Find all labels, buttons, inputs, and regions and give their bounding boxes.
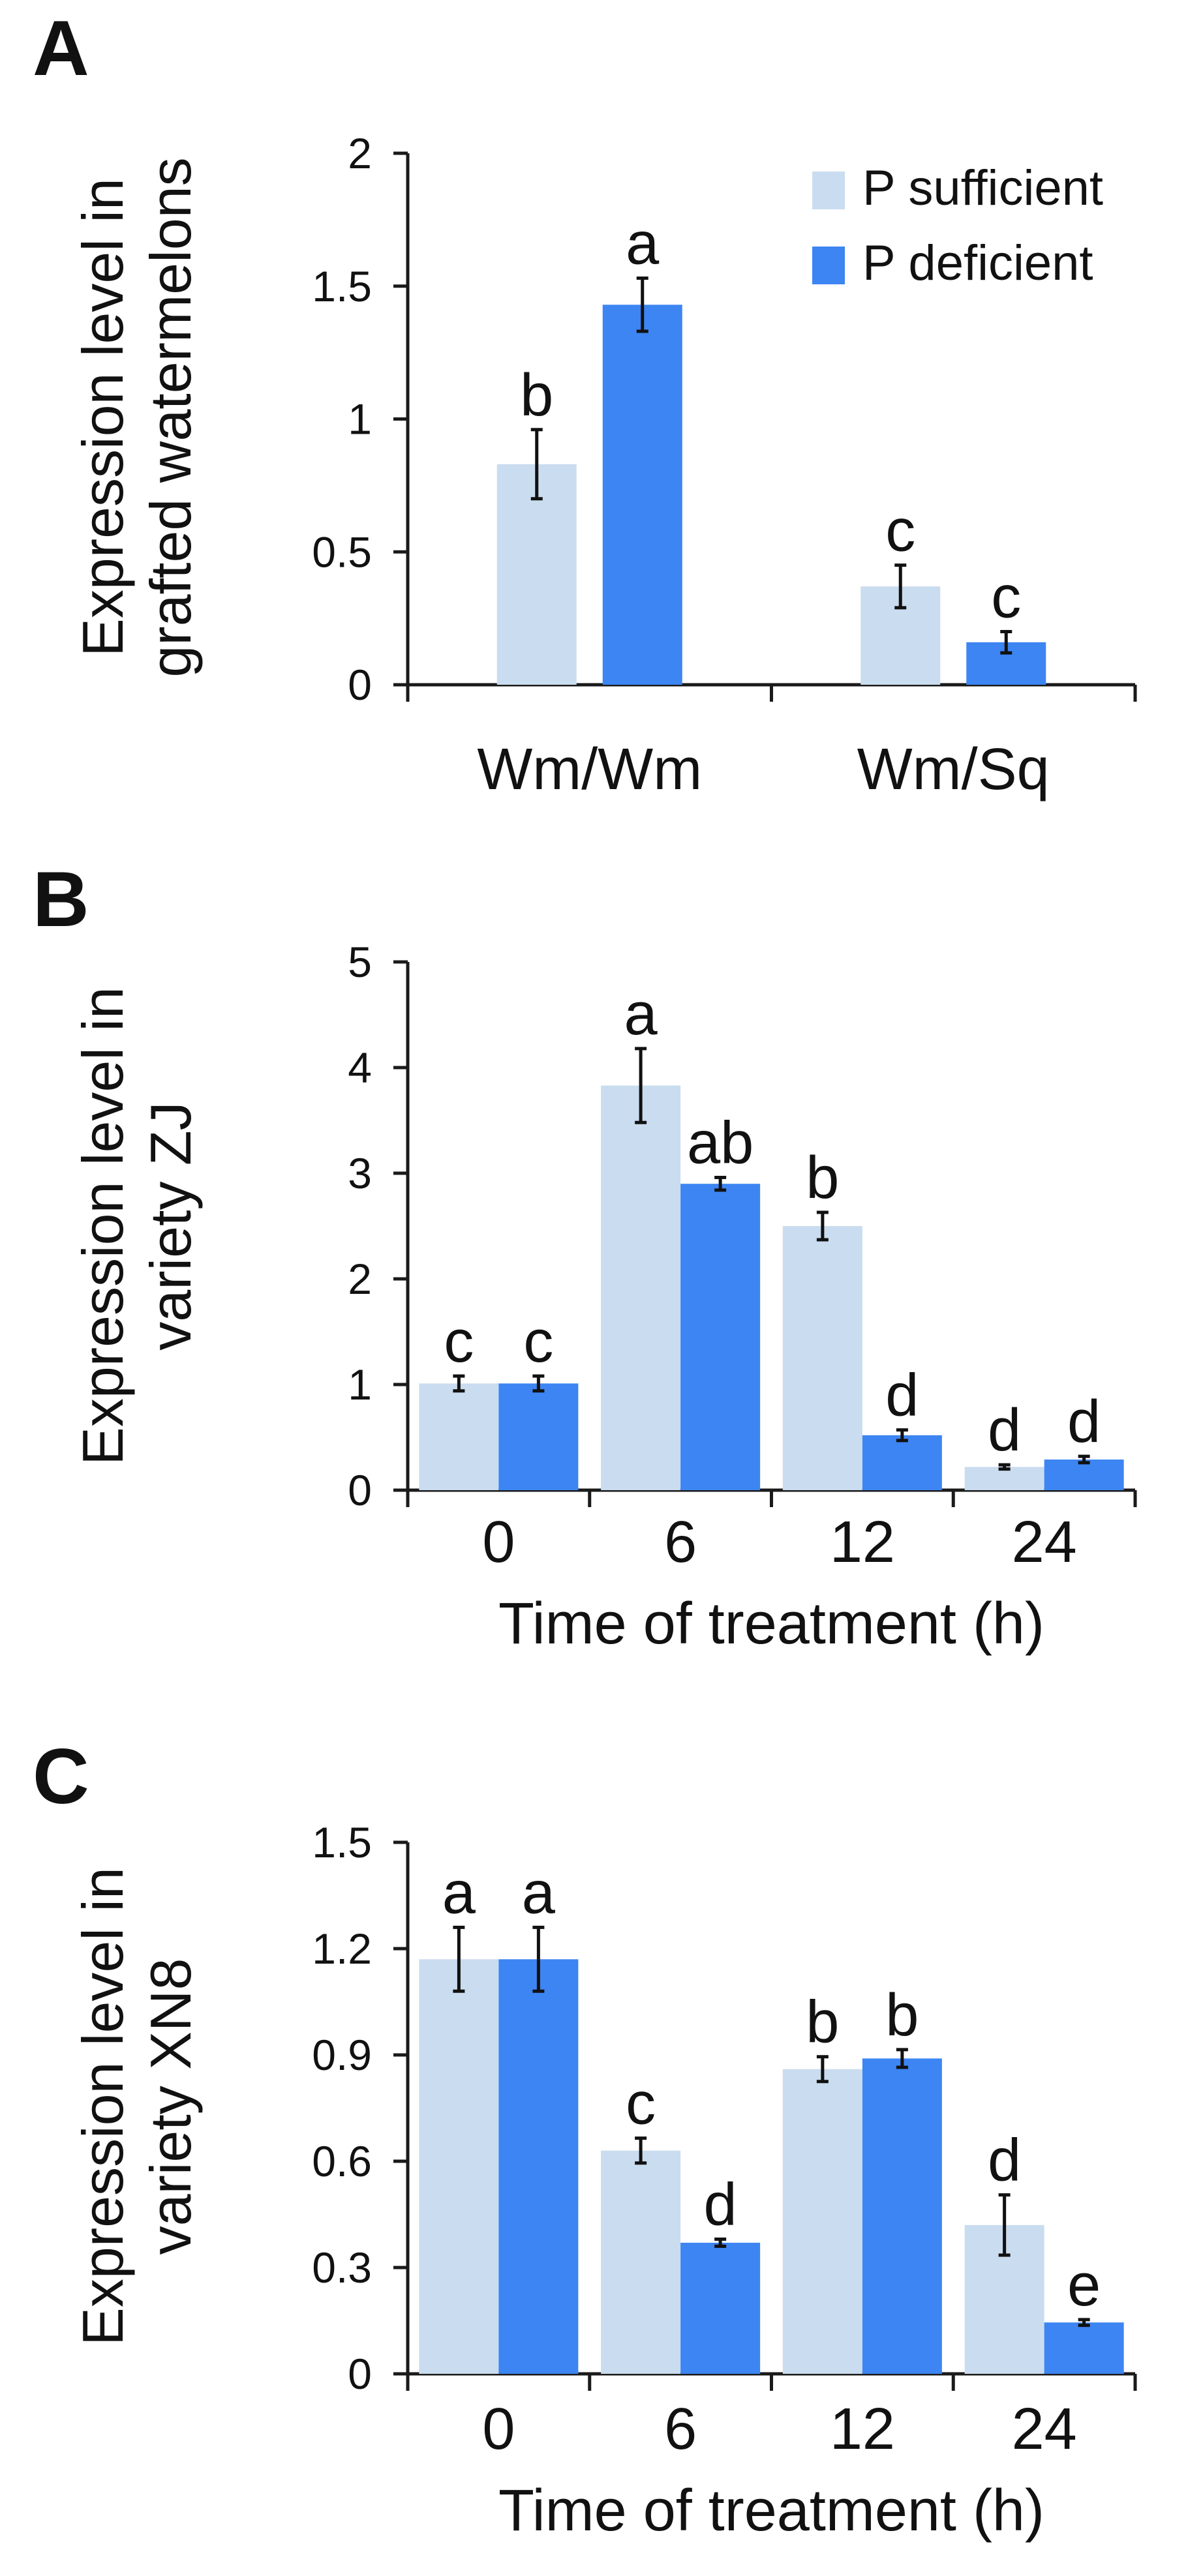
panel-a: A Expression level in grafted watermelons 0… xyxy=(33,5,1137,802)
legend-label-p-deficient: P deficient xyxy=(862,235,1093,291)
y-tick-label: 0 xyxy=(348,1466,372,1514)
bar-p-deficient xyxy=(680,2242,761,2374)
y-tick-label: 5 xyxy=(348,938,372,986)
y-tick-label: 3 xyxy=(348,1149,372,1197)
y-tick-label: 2 xyxy=(348,129,372,177)
significance-letter: c xyxy=(991,564,1021,631)
y-tick-label: 0.9 xyxy=(312,2031,372,2079)
y-tick-label: 0 xyxy=(348,661,372,709)
bar-p-deficient xyxy=(862,2058,942,2374)
significance-letter: d xyxy=(704,2172,737,2238)
panel-letter-a: A xyxy=(33,5,89,92)
y-tick-label: 4 xyxy=(348,1043,372,1092)
bar-p-sufficient xyxy=(964,1467,1044,1490)
significance-letter: c xyxy=(523,1308,553,1375)
bar-p-deficient xyxy=(1044,2322,1124,2374)
significance-letter: ab xyxy=(687,1109,754,1176)
x-category-label: Wm/Wm xyxy=(477,737,702,802)
y-axis-label: Expression level in xyxy=(70,1867,135,2346)
legend-label-p-sufficient: P sufficient xyxy=(862,160,1103,216)
significance-letter: b xyxy=(806,1989,839,2056)
y-axis-label: Expression level in xyxy=(70,178,135,657)
significance-letter: c xyxy=(626,2071,656,2137)
legend-swatch-p-sufficient xyxy=(812,172,845,209)
significance-letter: a xyxy=(442,1859,476,1926)
y-tick-label: 2 xyxy=(348,1255,372,1303)
significance-letter: d xyxy=(988,1397,1021,1463)
bar-p-deficient xyxy=(680,1184,761,1490)
significance-letter: c xyxy=(885,498,915,564)
significance-letter: b xyxy=(520,362,553,428)
bar-p-sufficient xyxy=(782,2069,862,2374)
panel-letter-c: C xyxy=(33,1733,89,1820)
y-tick-label: 1.5 xyxy=(312,1818,372,1866)
y-tick-label: 1 xyxy=(348,395,372,443)
x-category-label: 24 xyxy=(1012,1510,1077,1575)
x-category-label: 6 xyxy=(664,2397,697,2462)
significance-letter: b xyxy=(885,1982,919,2048)
significance-letter: d xyxy=(885,1362,919,1429)
bar-p-sufficient xyxy=(601,1085,681,1490)
panel-letter-b: B xyxy=(33,856,89,943)
bar-p-sufficient xyxy=(419,1383,499,1490)
significance-letter: d xyxy=(1067,1388,1101,1455)
bar-p-deficient xyxy=(1044,1460,1124,1490)
x-category-label: 6 xyxy=(664,1510,697,1575)
significance-letter: d xyxy=(988,2127,1021,2194)
bar-p-deficient xyxy=(862,1435,942,1490)
bar-p-sufficient xyxy=(419,1959,499,2374)
x-category-label: Wm/Sq xyxy=(857,737,1050,802)
significance-letter: a xyxy=(624,981,658,1047)
x-axis-label: Time of treatment (h) xyxy=(498,2478,1044,2543)
y-tick-label: 1.5 xyxy=(312,262,372,310)
bar-p-sufficient xyxy=(496,464,577,685)
x-category-label: 12 xyxy=(830,1510,895,1575)
y-tick-label: 0.6 xyxy=(312,2137,372,2185)
x-category-label: 0 xyxy=(482,1510,515,1575)
y-axis-label: variety XN8 xyxy=(138,1958,203,2255)
panel-c: C Expression level in variety XN8 0 0.3 0.6 0.… xyxy=(33,1733,1137,2543)
bar-p-sufficient xyxy=(601,2150,681,2374)
y-axis-label: variety ZJ xyxy=(138,1101,203,1350)
x-category-label: 24 xyxy=(1012,2397,1077,2462)
bar-p-deficient xyxy=(498,1959,579,2374)
significance-letter: e xyxy=(1067,2252,1101,2318)
x-category-label: 0 xyxy=(482,2397,515,2462)
significance-letter: a xyxy=(626,211,660,277)
x-category-label: 12 xyxy=(830,2397,895,2462)
significance-letter: c xyxy=(444,1308,474,1375)
y-tick-label: 0.3 xyxy=(312,2243,372,2292)
y-tick-label: 0.5 xyxy=(312,528,372,576)
significance-letter: b xyxy=(806,1145,839,1211)
legend-swatch-p-deficient xyxy=(812,247,845,284)
y-axis-label: Expression level in xyxy=(70,987,135,1465)
y-tick-label: 0 xyxy=(348,2350,372,2398)
bar-p-sufficient xyxy=(782,1226,862,1490)
y-axis-label: grafted watermelons xyxy=(138,157,203,677)
y-tick-label: 1 xyxy=(348,1360,372,1409)
significance-letter: a xyxy=(522,1859,556,1926)
bar-p-deficient xyxy=(498,1383,579,1490)
y-tick-label: 1.2 xyxy=(312,1925,372,1973)
bar-p-deficient xyxy=(602,305,682,685)
x-axis-label: Time of treatment (h) xyxy=(498,1591,1044,1656)
